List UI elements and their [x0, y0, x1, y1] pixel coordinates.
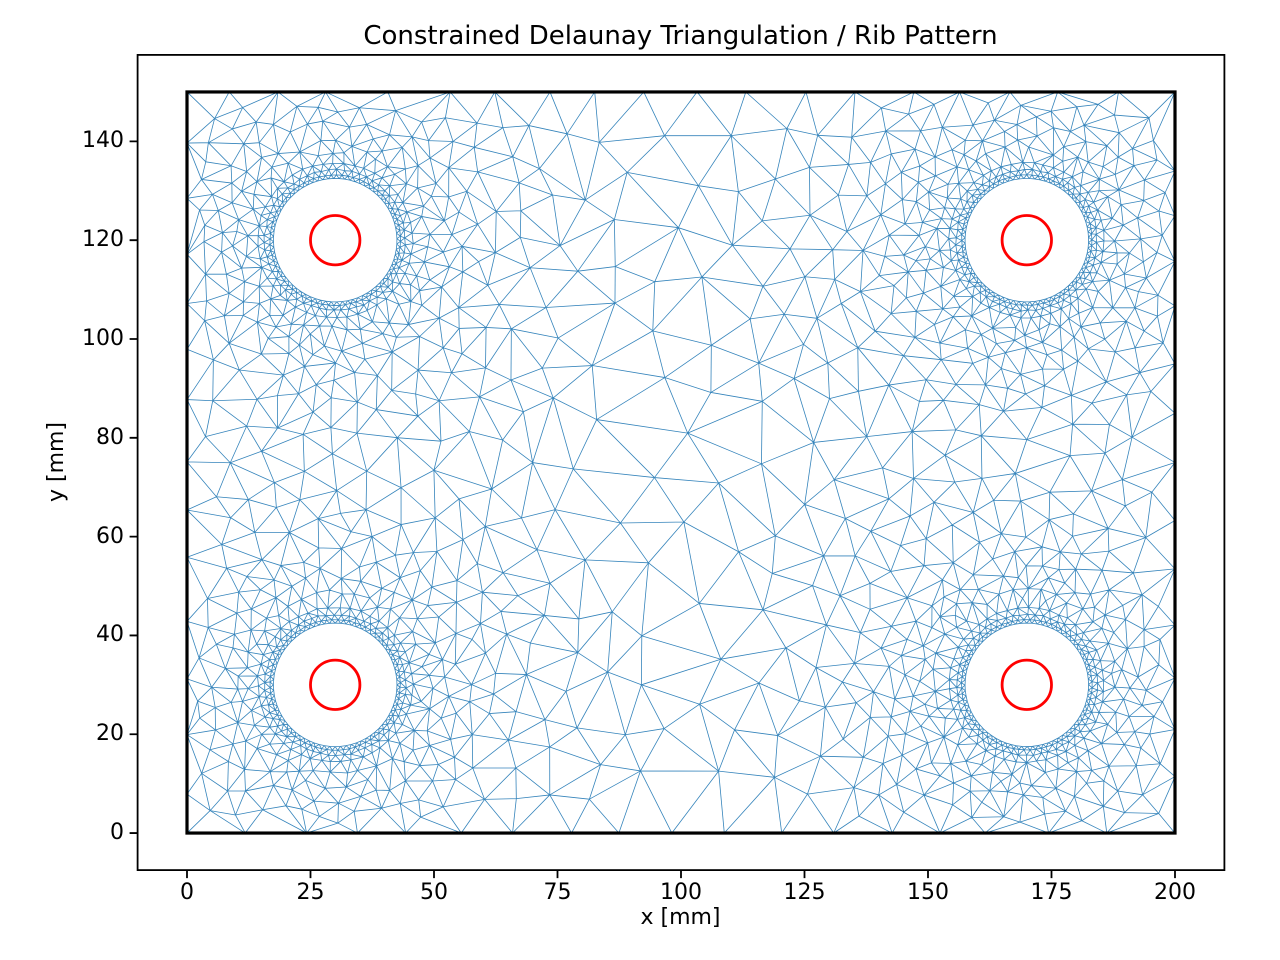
- y-tick-label: 60: [96, 523, 124, 549]
- x-axis-label: x [mm]: [640, 905, 721, 930]
- x-tick-label: 25: [296, 880, 325, 905]
- y-tick-label: 0: [110, 820, 124, 846]
- y-tick-label: 100: [82, 325, 124, 351]
- x-tick-label: 50: [420, 880, 448, 905]
- y-tick-label: 40: [96, 622, 124, 648]
- x-tick-label: 100: [660, 880, 702, 905]
- y-tick-label: 20: [96, 721, 124, 747]
- x-tick-label: 75: [543, 880, 572, 905]
- y-tick-label: 80: [96, 424, 124, 450]
- y-tick-label: 120: [82, 227, 124, 253]
- x-tick-label: 175: [1030, 880, 1073, 905]
- x-tick-label: 150: [907, 880, 949, 905]
- x-tick-label: 125: [783, 880, 826, 905]
- y-tick-label: 140: [82, 128, 124, 154]
- x-tick-label: 200: [1154, 880, 1196, 905]
- x-tick-label: 0: [180, 880, 194, 905]
- plot-title: Constrained Delaunay Triangulation / Rib…: [363, 21, 998, 51]
